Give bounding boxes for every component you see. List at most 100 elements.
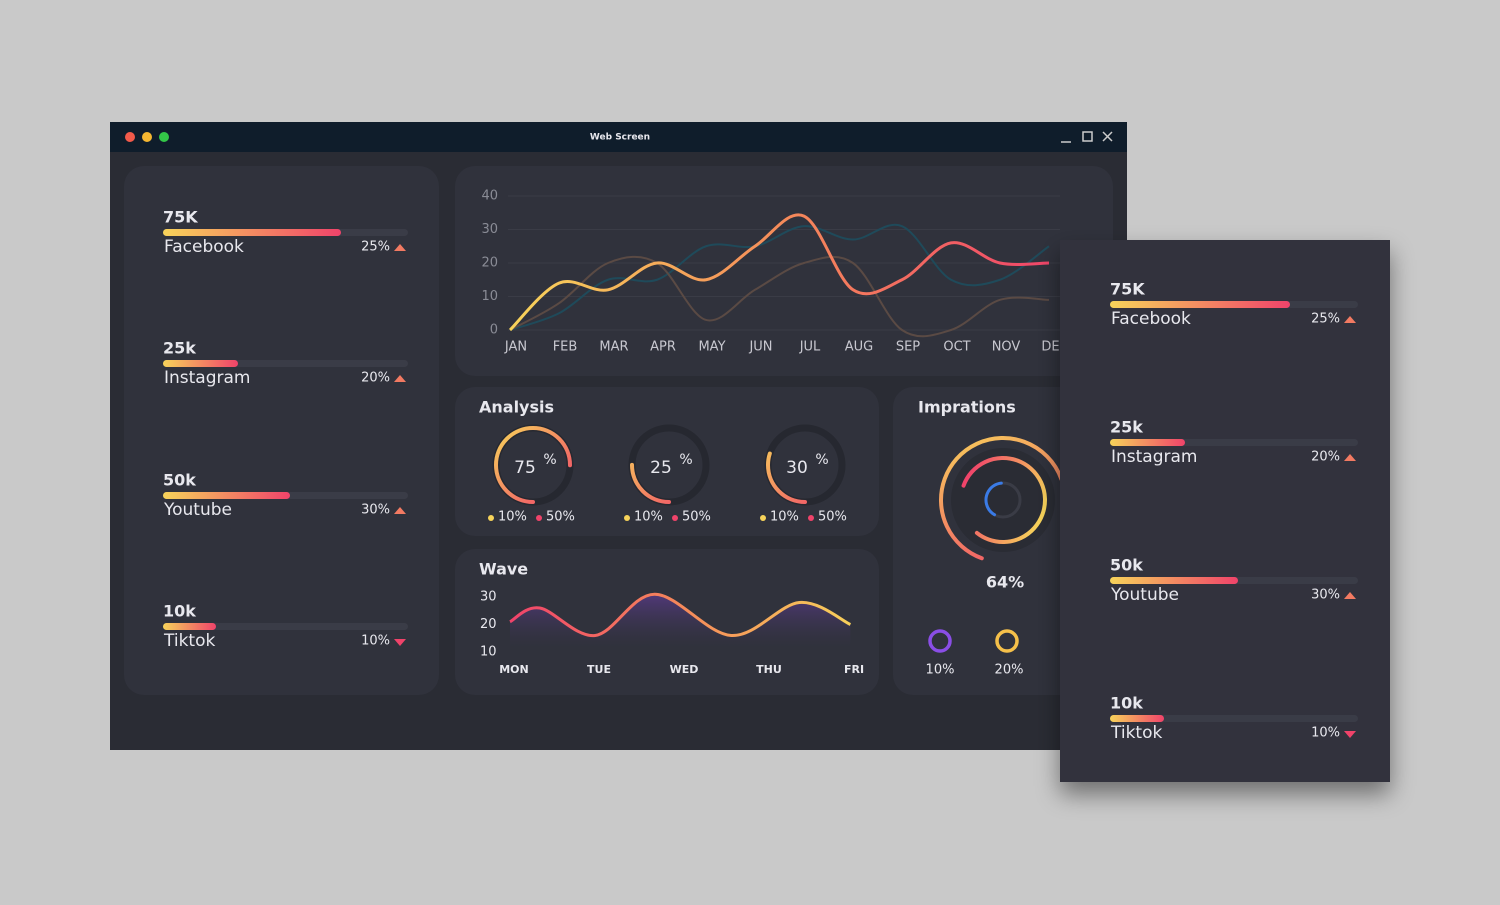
trend-arrow — [1344, 731, 1356, 738]
window: Web Screen — [110, 122, 1127, 750]
stat-name: Tiktok — [163, 631, 215, 651]
x-tick-label: MON — [499, 663, 529, 676]
impressions: Imprations 64% 10% 20% — [918, 398, 1067, 678]
stat-name: Youtube — [163, 500, 232, 520]
stat-change: 10% — [1311, 726, 1340, 741]
stat-change: 20% — [361, 371, 390, 386]
x-tick-label: MAY — [698, 340, 725, 355]
x-tick-label: APR — [650, 340, 676, 355]
y-tick-label: 30 — [480, 590, 497, 605]
impressions-value: 64% — [986, 573, 1024, 592]
ring-shadow — [951, 448, 1055, 552]
minimize-dot[interactable] — [142, 132, 152, 142]
stat-change: 10% — [361, 634, 390, 649]
x-tick-label: THU — [756, 663, 782, 676]
stat-change: 30% — [1311, 588, 1340, 603]
legend-dot — [672, 515, 678, 521]
x-tick-label: JAN — [504, 340, 527, 355]
legend-dot — [536, 515, 542, 521]
impression-arc — [939, 436, 1067, 564]
stat-bar — [163, 360, 238, 367]
wave-area — [510, 594, 851, 648]
trend-arrow — [1344, 454, 1356, 461]
side-panel-bg — [1060, 240, 1390, 782]
stat-value: 50k — [1110, 556, 1143, 575]
impressions-title: Imprations — [918, 398, 1016, 417]
legend-dot — [760, 515, 766, 521]
stat-track — [1110, 715, 1358, 722]
ring-value: 25 — [650, 458, 672, 478]
legend-label: 50% — [682, 510, 711, 525]
stat-bar — [163, 492, 290, 499]
legend-label: 10% — [634, 510, 663, 525]
side-panel: 75K Facebook 25% 25k Instagram 20% 50k Youtube 3… — [1060, 240, 1390, 782]
y-tick-label: 10 — [481, 289, 498, 304]
stat-track — [163, 623, 408, 630]
ring-arc — [494, 426, 572, 504]
trend-arrow — [1344, 316, 1356, 323]
x-tick-label: TUE — [587, 663, 611, 676]
title-bar — [110, 122, 1127, 152]
small-ring-label: 20% — [995, 663, 1024, 678]
y-tick-label: 20 — [480, 617, 497, 632]
stat-change: 20% — [1311, 450, 1340, 465]
legend-label: 10% — [498, 510, 527, 525]
analysis-title: Analysis — [479, 398, 554, 417]
plot — [508, 213, 1050, 338]
stat-bar — [1110, 715, 1164, 722]
stat-value: 10k — [163, 602, 196, 621]
x-tick-label: JUL — [799, 340, 821, 355]
close-dot[interactable] — [125, 132, 135, 142]
stat-name: Facebook — [1111, 309, 1191, 329]
x-tick-label: FEB — [553, 340, 578, 355]
x-tick-label: OCT — [943, 340, 970, 355]
y-tick-label: 40 — [481, 189, 498, 204]
maximize-icon[interactable] — [1082, 131, 1093, 142]
x-tick-label: NOV — [992, 340, 1021, 355]
y-tick-label: 20 — [481, 256, 498, 271]
stat-bar — [1110, 301, 1290, 308]
trend-arrow — [394, 244, 406, 251]
stat-name: Youtube — [1110, 585, 1179, 605]
small-ring — [995, 629, 1019, 653]
legend-dot — [488, 515, 494, 521]
stat-value: 75K — [1110, 280, 1145, 299]
ring-unit: % — [543, 452, 556, 468]
ring-unit: % — [815, 452, 828, 468]
ring-arc — [766, 426, 844, 504]
trend-arrow — [394, 375, 406, 382]
legend-label: 50% — [546, 510, 575, 525]
trend-arrow — [1344, 592, 1356, 599]
x-tick-label: MAR — [599, 340, 628, 355]
legend-dot — [808, 515, 814, 521]
line-series — [509, 223, 1050, 331]
stat-bar — [1110, 439, 1185, 446]
x-tick-label: FRI — [844, 663, 864, 676]
zoom-dot[interactable] — [159, 132, 169, 142]
stat-value: 75K — [163, 208, 198, 227]
x-tick-label: SEP — [896, 340, 920, 355]
close-icon[interactable] — [1102, 131, 1113, 142]
analysis: Analysis 75 % 10% 50% 25 % 10% 50% 30 % 10% 50% — [479, 398, 847, 525]
legend-label: 10% — [770, 510, 799, 525]
analysis-panel — [455, 387, 879, 536]
ring-value: 75 — [514, 458, 536, 478]
stat-change: 25% — [1311, 312, 1340, 327]
stat-value: 25k — [163, 339, 196, 358]
x-tick-label: WED — [670, 663, 699, 676]
legend-dot — [624, 515, 630, 521]
small-ring — [928, 629, 952, 653]
y-tick-label: 30 — [481, 222, 498, 237]
stat-change: 25% — [361, 240, 390, 255]
x-tick-label: JUN — [748, 340, 772, 355]
stat-name: Instagram — [1111, 447, 1198, 467]
window-title: Web Screen — [590, 133, 650, 143]
impression-arc — [984, 481, 1022, 519]
stat-name: Tiktok — [1110, 723, 1162, 743]
y-tick-label: 10 — [480, 645, 497, 660]
social-panel — [124, 166, 439, 695]
x-tick-label: AUG — [845, 340, 873, 355]
line-series — [509, 255, 1050, 338]
ring-arc — [630, 426, 708, 504]
